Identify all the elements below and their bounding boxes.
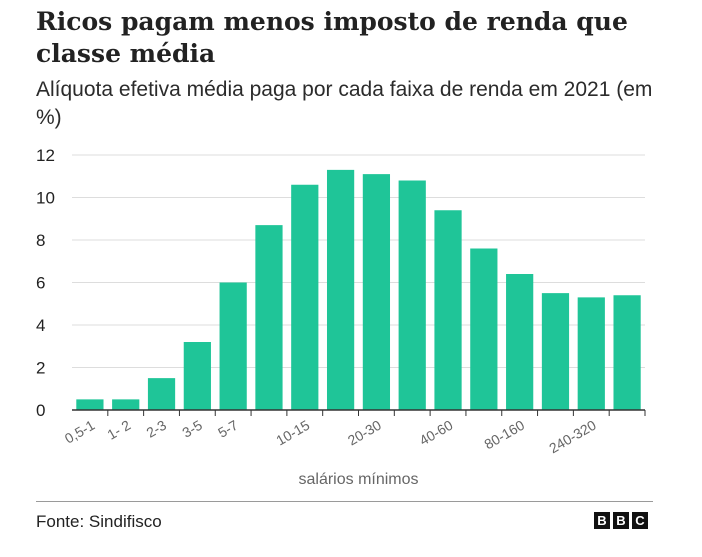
chart-title: Ricos pagam menos imposto de renda que c… [36, 7, 628, 68]
bbc-logo-letter: C [632, 512, 648, 529]
x-tick-label: 2-3 [144, 417, 170, 441]
bbc-logo: B B C [594, 512, 648, 529]
x-tick-label: 3-5 [179, 417, 205, 441]
bar [506, 274, 534, 410]
x-tick-label: 40-60 [417, 417, 456, 449]
bar [398, 180, 426, 410]
bar [541, 293, 570, 410]
bbc-logo-letter: B [594, 512, 610, 529]
bar [291, 184, 319, 410]
y-tick-label: 0 [36, 401, 45, 420]
bar [219, 282, 247, 410]
y-tick-label: 4 [36, 316, 45, 335]
footer-divider [36, 501, 653, 502]
bar-chart: 0 2 4 6 8 10 12 0,5-1 1- 2 2-3 3-5 5-7 10-15 20-30 40-… [36, 146, 646, 488]
x-tick-label: 80-160 [481, 417, 527, 453]
bar [434, 210, 462, 410]
x-tick-label: 0,5-1 [62, 417, 98, 447]
x-tick-label: 5-7 [215, 417, 241, 441]
x-tick-label: 20-30 [345, 417, 384, 449]
x-tick-label: 10-15 [273, 417, 312, 449]
x-axis-title: salários mínimos [298, 471, 418, 488]
y-tick-label: 10 [36, 189, 55, 208]
x-tick-label: 1- 2 [104, 417, 133, 443]
source-note: Fonte: Sindifisco [36, 512, 162, 531]
bar [362, 174, 391, 410]
y-tick-label: 8 [36, 231, 45, 250]
y-tick-label: 6 [36, 274, 45, 293]
bar [255, 225, 283, 410]
bar [76, 399, 104, 410]
bar [577, 297, 605, 410]
bbc-logo-letter: B [613, 512, 629, 529]
bar [613, 295, 641, 410]
y-tick-label: 12 [36, 146, 55, 165]
bar [470, 248, 498, 410]
bar [183, 342, 211, 410]
bar [326, 169, 355, 410]
bar [112, 399, 140, 410]
x-tick-label: 240-320 [546, 417, 599, 457]
chart-subtitle: Alíquota efetiva média paga por cada fai… [36, 78, 653, 129]
y-tick-label: 2 [36, 359, 45, 378]
bar [147, 378, 176, 410]
